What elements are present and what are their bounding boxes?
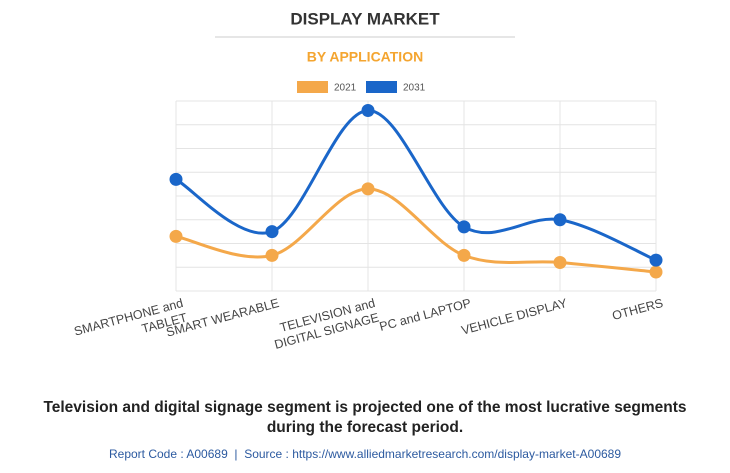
point xyxy=(361,182,375,196)
chart-title: DISPLAY MARKET xyxy=(290,9,440,28)
point xyxy=(457,220,471,234)
point xyxy=(361,104,375,117)
legend-swatch xyxy=(297,81,328,93)
source: Report Code : A00689 | Source : https://… xyxy=(108,447,622,461)
point xyxy=(553,213,567,227)
chart-subtitle: BY APPLICATION xyxy=(307,49,423,65)
point xyxy=(649,253,663,267)
point xyxy=(649,265,663,279)
legend-swatch xyxy=(366,81,397,93)
point xyxy=(553,256,567,269)
footnote: Television and digital signage segment i… xyxy=(43,399,687,436)
series-line xyxy=(175,108,657,262)
point xyxy=(457,248,471,262)
legend-label: 2031 xyxy=(403,83,426,94)
point xyxy=(265,248,279,262)
legend-label: 2021 xyxy=(334,83,357,94)
point xyxy=(169,172,183,186)
point xyxy=(265,225,279,239)
point xyxy=(169,229,183,243)
